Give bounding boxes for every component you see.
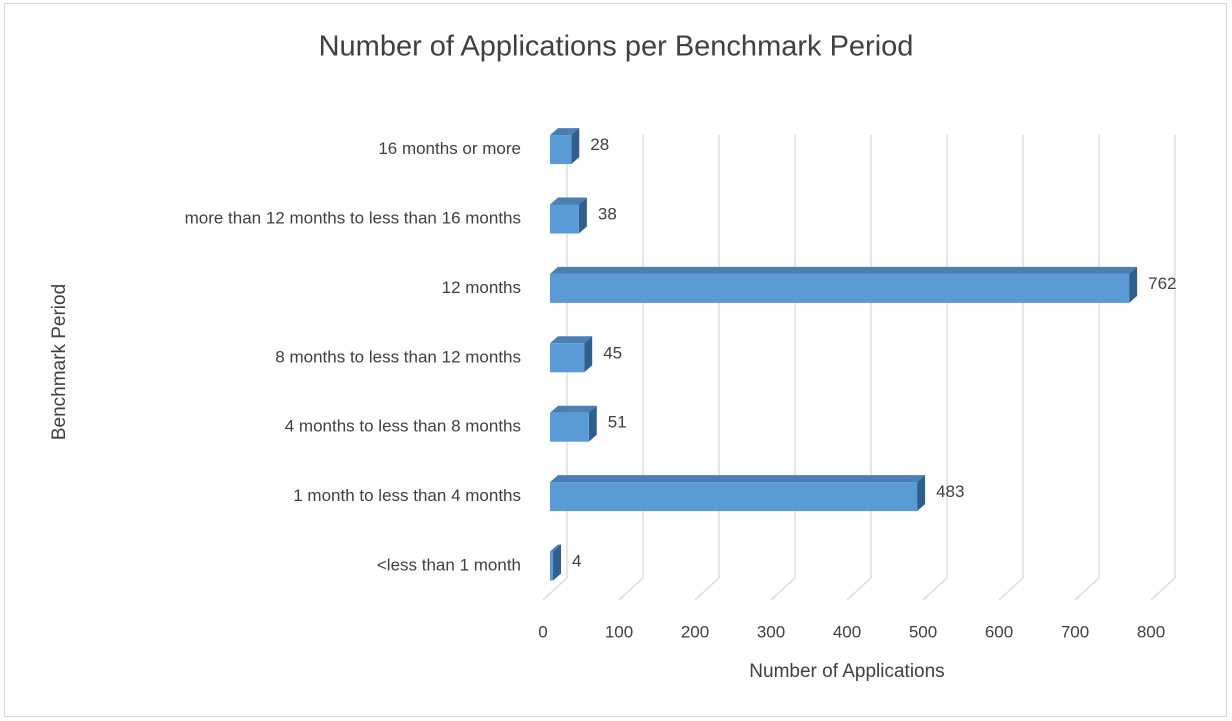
bar (550, 343, 585, 373)
bar-top (550, 197, 587, 205)
bar-side (917, 475, 926, 512)
bar (550, 273, 1130, 303)
data-label: 51 (608, 413, 627, 432)
y-tick-label: 1 month to less than 4 months (293, 486, 521, 505)
data-label: 45 (603, 343, 622, 362)
y-tick-label: 8 months to less than 12 months (275, 347, 521, 366)
bar (550, 482, 918, 512)
bar-top (550, 266, 1138, 274)
bar (550, 412, 589, 442)
bar (550, 204, 579, 234)
data-label: 483 (936, 482, 964, 501)
bar (550, 135, 572, 165)
bar-top (550, 405, 597, 413)
y-tick-label: <less than 1 month (377, 555, 521, 574)
bar-top (550, 544, 562, 552)
data-label: 38 (598, 204, 617, 223)
x-tick-label: 100 (605, 622, 633, 641)
x-tick-label: 700 (1061, 622, 1089, 641)
x-axis-title: Number of Applications (749, 661, 944, 682)
y-tick-label: 16 months or more (378, 139, 521, 158)
x-tick-label: 300 (757, 622, 785, 641)
bar-side (553, 544, 562, 581)
bar-side (588, 405, 597, 442)
bar-top (550, 128, 580, 136)
data-label: 28 (590, 135, 609, 154)
data-label: 762 (1148, 274, 1176, 293)
chart-title: Number of Applications per Benchmark Per… (319, 31, 914, 63)
y-axis-title: Benchmark Period (49, 284, 70, 440)
x-tick-label: 200 (681, 622, 709, 641)
y-tick-label: 4 months to less than 8 months (285, 417, 521, 436)
x-tick-label: 500 (909, 622, 937, 641)
x-tick-label: 0 (538, 622, 547, 641)
y-tick-label: more than 12 months to less than 16 mont… (185, 208, 521, 227)
y-tick-label: 12 months (442, 278, 521, 297)
x-tick-label: 800 (1137, 622, 1165, 641)
data-label: 4 (572, 551, 581, 570)
bar-side (571, 128, 580, 165)
bar-top (550, 336, 593, 344)
bar-side (578, 197, 587, 234)
grid-line (1150, 135, 1176, 601)
x-tick-label: 400 (833, 622, 861, 641)
bar (550, 551, 554, 581)
bar-top (550, 475, 926, 483)
bar-side (1129, 266, 1138, 303)
bar-side (584, 336, 593, 373)
x-tick-label: 600 (985, 622, 1013, 641)
